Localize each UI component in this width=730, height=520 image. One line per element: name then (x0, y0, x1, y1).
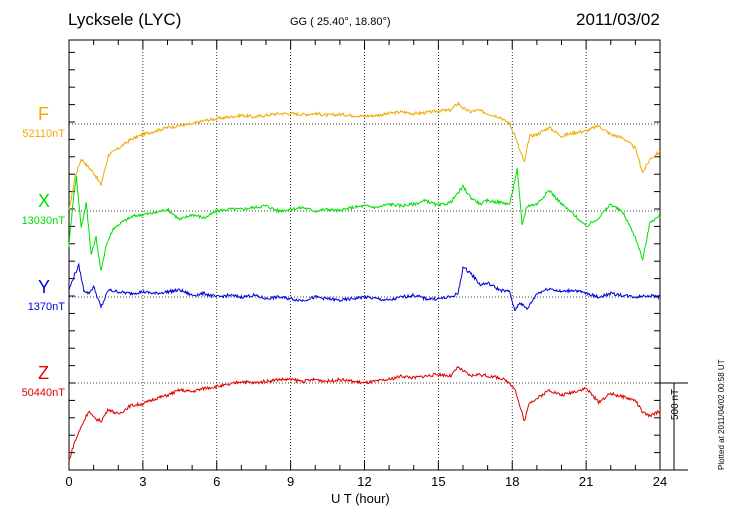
component-baseline-z: 50440nT (21, 387, 65, 399)
component-letter-f: F (38, 104, 49, 124)
axis-ticks (68, 40, 661, 471)
scale-bar (660, 382, 688, 471)
station-title: Lycksele (LYC) (68, 10, 182, 29)
component-letter-y: Y (38, 277, 51, 297)
series-line-z (68, 365, 661, 462)
x-tick-label: 15 (431, 474, 446, 489)
scale-bar-label: 500 nT (670, 388, 681, 420)
x-tick-label: 12 (357, 474, 372, 489)
plot-frame (68, 39, 661, 471)
series-line-f (68, 101, 661, 210)
plot-date: 2011/03/02 (576, 10, 660, 29)
x-tick-label: 0 (65, 474, 73, 489)
x-tick-label: 21 (578, 474, 594, 489)
component-baseline-f: 52110nT (22, 128, 65, 140)
x-tick-label: 6 (213, 474, 221, 489)
series-lines (68, 101, 661, 462)
component-baseline-y: 1370nT (27, 301, 65, 313)
x-tick-label: 18 (505, 474, 520, 489)
plotted-timestamp: Plotted at 2011/04/02 00:58 UT (717, 359, 726, 470)
x-tick-label: 3 (139, 474, 147, 489)
component-letter-x: X (38, 191, 51, 211)
component-baseline-x: 13030nT (21, 215, 65, 227)
station-coordinates: GG ( 25.40°, 18.80°) (290, 16, 391, 28)
x-axis-label: U T (hour) (331, 491, 390, 506)
component-letter-z: Z (38, 363, 49, 383)
x-tick-label: 24 (652, 474, 668, 489)
series-line-y (68, 262, 661, 311)
series-line-x (68, 167, 661, 271)
x-tick-label: 9 (287, 474, 295, 489)
